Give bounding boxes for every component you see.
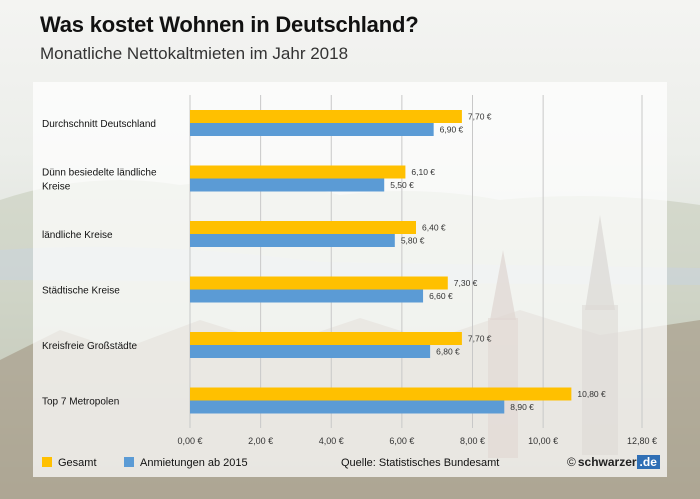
category-label-4: Kreisfreie Großstädte [42, 341, 137, 352]
value-label-anmietungen-4: 6,80 € [436, 347, 460, 357]
bar-gesamt-1 [190, 165, 406, 179]
legend-swatch-anmietungen [124, 457, 134, 467]
brand-tld: .de [636, 455, 660, 469]
category-label-0: Durchschnitt Deutschland [42, 119, 156, 130]
value-label-gesamt-5: 10,80 € [577, 389, 606, 399]
bar-gesamt-3 [190, 276, 448, 290]
value-label-gesamt-2: 6,40 € [422, 223, 446, 233]
value-label-gesamt-0: 7,70 € [468, 112, 492, 122]
chart-subtitle: Monatliche Nettokaltmieten im Jahr 2018 [40, 44, 349, 63]
bar-gesamt-5 [190, 387, 572, 401]
value-label-gesamt-1: 6,10 € [411, 167, 435, 177]
bar-anmietungen-3 [190, 289, 424, 303]
header: Was kostet Wohnen in Deutschland? Monatl… [40, 12, 419, 64]
bar-gesamt-2 [190, 221, 416, 234]
source-note: Quelle: Statistisches Bundesamt [341, 457, 500, 469]
x-tick-label-0: 0,00 € [177, 436, 202, 446]
bar-gesamt-4 [190, 332, 462, 345]
bar-anmietungen-2 [190, 234, 395, 247]
bar-gesamt-0 [190, 110, 462, 123]
value-label-anmietungen-0: 6,90 € [440, 125, 464, 135]
copyright-symbol: © [567, 455, 576, 469]
value-label-anmietungen-5: 8,90 € [510, 402, 534, 412]
category-label-1-line-1: Kreise [42, 182, 71, 193]
chart-title: Was kostet Wohnen in Deutschland? [40, 12, 419, 37]
category-label-3: Städtische Kreise [42, 286, 120, 297]
brand-logo: © schwarzer .de [567, 455, 660, 469]
value-label-anmietungen-2: 5,80 € [401, 236, 425, 246]
x-tick-label-3: 6,00 € [389, 436, 414, 446]
legend-swatch-gesamt [42, 457, 52, 467]
bar-anmietungen-1 [190, 178, 385, 192]
x-tick-label-2: 4,00 € [319, 436, 344, 446]
value-label-anmietungen-1: 5,50 € [390, 180, 414, 190]
brand-name: schwarzer [577, 455, 637, 469]
legend-anmietungen: Anmietungen ab 2015 [124, 457, 248, 469]
x-tick-label-6: 12,80 € [627, 436, 657, 446]
value-label-gesamt-4: 7,70 € [468, 334, 492, 344]
value-label-gesamt-3: 7,30 € [454, 278, 478, 288]
x-tick-label-4: 8,00 € [460, 436, 485, 446]
legend-label-gesamt: Gesamt [58, 457, 97, 469]
x-tick-label-1: 2,00 € [248, 436, 273, 446]
bar-anmietungen-4 [190, 345, 431, 358]
category-label-5: Top 7 Metropolen [42, 397, 119, 408]
category-label-1-line-0: Dünn besiedelte ländliche [42, 168, 157, 179]
x-tick-label-5: 10,00 € [528, 436, 558, 446]
legend-gesamt: Gesamt [42, 457, 97, 469]
bar-anmietungen-0 [190, 123, 434, 136]
value-label-anmietungen-3: 6,60 € [429, 291, 453, 301]
bar-anmietungen-5 [190, 400, 505, 414]
category-label-2: ländliche Kreise [42, 230, 113, 241]
legend-label-anmietungen: Anmietungen ab 2015 [140, 457, 248, 469]
